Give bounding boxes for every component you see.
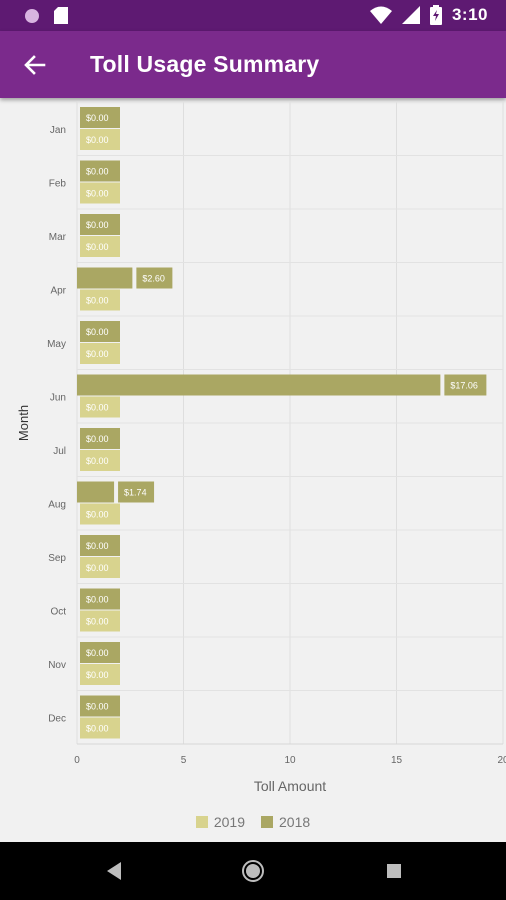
page-title: Toll Usage Summary [90,51,320,77]
bar-label-2018-oct: $0.00 [86,595,109,605]
nav-home-button[interactable] [241,859,265,888]
app-bar: Toll Usage Summary [0,31,506,98]
bar-label-2019-apr: $0.00 [86,296,109,306]
circle-icon [25,8,39,23]
x-tick-label: 5 [181,755,187,766]
y-tick-label-jun: Jun [50,392,66,403]
bar-label-2018-jul: $0.00 [86,434,109,444]
bar-2018-feb [80,160,120,182]
bar-label-2018-aug: $1.74 [124,488,147,498]
bar-label-2019-mar: $0.00 [86,242,109,252]
legend-swatch-2019 [195,816,208,828]
home-circle-icon [242,860,264,882]
bar-label-2019-sep: $0.00 [86,563,109,573]
bar-2019-jul [80,450,120,471]
y-tick-label-mar: Mar [49,232,67,243]
bar-label-2018-nov: $0.00 [86,648,109,658]
bar-2019-jun [80,396,120,418]
bar-2019-nov [80,664,120,685]
legend-label-2019: 2019 [213,814,245,830]
x-tick-label: 15 [391,755,403,766]
arrow-left-icon [24,55,46,75]
bar-2018-jul [80,428,120,449]
y-tick-label-sep: Sep [48,553,66,564]
bar-label-2018-feb: $0.00 [86,167,109,177]
recents-square-icon [387,864,401,878]
bar-label-2019-may: $0.00 [86,349,109,359]
legend-label-2018: 2018 [279,814,311,830]
y-tick-label-jan: Jan [50,125,66,136]
bar-2019-apr [80,289,120,311]
bar-2019-jan [80,129,120,150]
bar-2019-oct [80,610,120,632]
bar-label-2019-jun: $0.00 [86,403,109,413]
battery-icon [429,5,442,25]
bar-2018-dec [80,695,120,717]
y-tick-label-apr: Apr [50,285,66,296]
bar-label-2018-dec: $0.00 [86,702,109,712]
status-time: 3:10 [451,5,488,24]
back-button[interactable] [20,50,50,80]
x-tick-label: 10 [284,755,296,766]
bar-label-box-2018-apr [136,267,173,289]
bar-2019-sep [80,557,120,578]
bar-label-box-2018-jun [444,374,487,396]
bar-label-2019-feb: $0.00 [86,189,109,199]
y-tick-label-feb: Feb [49,178,67,189]
legend-swatch-2018 [261,816,273,828]
bar-label-2018-jun: $17.06 [450,381,478,391]
toll-usage-chart: $0.00 $0.00 $0.00 $0.00 $0.00 $0.00 $2.60 $0.00… [16,101,506,794]
x-tick-label: 0 [74,755,80,766]
y-tick-label-may: May [47,339,66,350]
bar-label-2018-jan: $0.00 [86,113,109,123]
bar-label-2019-oct: $0.00 [86,617,109,627]
bar-2019-mar [80,236,120,257]
nav-recents-button[interactable] [383,859,405,888]
y-tick-label-dec: Dec [48,713,66,724]
bar-2018-jan [80,107,120,128]
back-triangle-icon [107,862,121,880]
bar-label-box-2018-aug [118,481,155,503]
bar-2018-mar [80,214,120,235]
wifi-icon [369,6,392,24]
bar-2018-may [80,321,120,342]
x-tick-label: 20 [497,755,506,766]
bar-2019-dec [80,717,120,739]
y-tick-label-jul: Jul [53,446,66,457]
bar-2018-apr [77,267,133,289]
legend-item-2018: 2018 [261,814,310,830]
bar-label-2019-nov: $0.00 [86,670,109,680]
chart-legend: 2019 2018 [0,812,506,832]
bar-label-2019-jul: $0.00 [86,456,109,466]
bar-label-2019-dec: $0.00 [86,724,109,734]
sd-card-icon [54,7,68,24]
y-tick-label-nov: Nov [48,660,66,671]
y-tick-label-oct: Oct [50,606,66,617]
status-bar: 3:10 [0,0,506,31]
bar-label-2019-aug: $0.00 [86,510,109,520]
nav-back-button[interactable] [103,859,125,888]
bar-2018-aug [77,481,115,503]
bar-label-2018-apr: $2.60 [142,274,165,284]
bar-label-2019-jan: $0.00 [86,135,109,145]
bar-label-2018-may: $0.00 [86,327,109,337]
bar-2018-nov [80,642,120,663]
signal-icon [401,6,420,24]
bar-label-2018-sep: $0.00 [86,541,109,551]
bar-2018-sep [80,535,120,556]
bar-label-2018-mar: $0.00 [86,220,109,230]
y-tick-label-aug: Aug [48,499,66,510]
bar-2019-feb [80,182,120,204]
bar-2019-aug [80,503,120,525]
navigation-bar [0,842,506,900]
bar-2019-may [80,343,120,364]
bar-2018-oct [80,588,120,610]
x-axis-title: Toll Amount [254,778,326,794]
y-axis-title: Month [16,405,31,441]
bar-2018-jun [77,374,441,396]
legend-item-2019: 2019 [195,814,245,830]
